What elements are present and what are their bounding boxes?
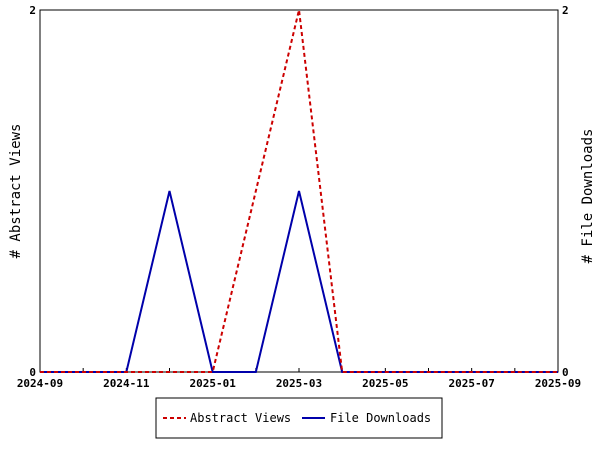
y-left-axis-title: # Abstract Views — [8, 124, 24, 259]
y-right-tick-top: 2 — [562, 4, 569, 17]
series-lines — [40, 9, 558, 373]
legend: Abstract Views File Downloads — [155, 397, 443, 439]
x-tick-label: 2024-09 — [17, 377, 63, 390]
x-tick-label: 2025-07 — [448, 377, 494, 390]
legend-label-file-downloads: File Downloads — [330, 411, 431, 425]
legend-label-abstract-views: Abstract Views — [190, 411, 291, 425]
series-line-abstract-views — [40, 9, 558, 373]
x-tick-label: 2025-09 — [535, 377, 581, 390]
x-tick-label: 2025-03 — [276, 377, 322, 390]
x-tick-label: 2025-05 — [362, 377, 408, 390]
x-tick-labels: 2024-09 2024-11 2025-01 2025-03 2025-05 2025-… — [17, 377, 581, 390]
series-line-file-downloads — [40, 190, 558, 373]
y-right-axis-title: # File Downloads — [580, 129, 596, 264]
y-right-tick-bottom: 0 — [562, 366, 569, 379]
x-tick-label: 2024-11 — [103, 377, 150, 390]
x-tick-label: 2025-01 — [189, 377, 236, 390]
y-left-tick-top: 2 — [29, 4, 36, 17]
y-left-tick-bottom: 0 — [29, 366, 36, 379]
legend-box — [155, 397, 443, 439]
